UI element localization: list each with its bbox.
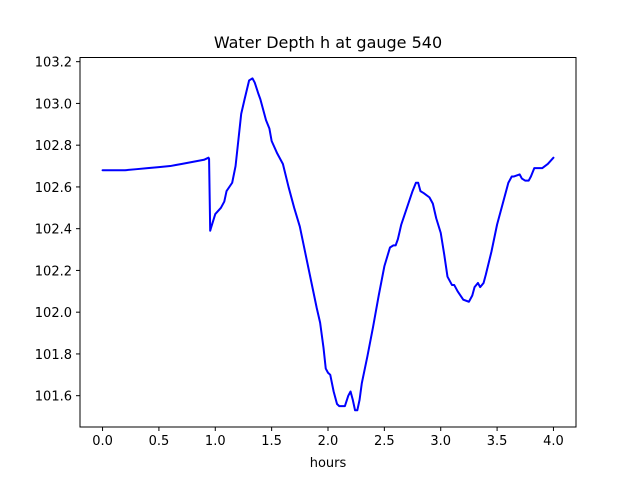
y-tick-label: 102.8	[35, 139, 72, 154]
x-tick-label: 1.0	[205, 434, 226, 449]
y-tick-label: 101.8	[35, 348, 72, 363]
x-tick-label: 2.0	[318, 434, 339, 449]
x-tick-label: 2.5	[374, 434, 395, 449]
y-tick-label: 103.0	[35, 97, 72, 112]
plot-area	[101, 77, 555, 412]
plot-frame	[79, 57, 577, 428]
y-tick-label: 102.6	[35, 181, 72, 196]
x-tick-label: 4.0	[543, 434, 564, 449]
series-line	[101, 77, 555, 412]
chart-title: Water Depth h at gauge 540	[214, 33, 442, 52]
x-tick-label: 3.5	[487, 434, 508, 449]
y-tick-label: 102.4	[35, 223, 72, 238]
x-tick-label: 3.0	[430, 434, 451, 449]
x-axis: 0.0 0.5 1.0 1.5 2.0 2.5 3.0 3.5 4.0	[92, 427, 564, 449]
x-tick-label: 1.5	[261, 434, 282, 449]
x-axis-label: hours	[310, 456, 347, 471]
y-tick-label: 101.6	[35, 390, 72, 405]
y-tick-label: 103.2	[35, 56, 72, 71]
x-tick-label: 0.0	[92, 434, 113, 449]
x-tick-label: 0.5	[149, 434, 170, 449]
y-tick-label: 102.2	[35, 264, 72, 279]
y-tick-label: 102.0	[35, 306, 72, 321]
y-axis: 101.6 101.8 102.0 102.2 102.4 102.6 102.8 103.0…	[35, 56, 80, 405]
